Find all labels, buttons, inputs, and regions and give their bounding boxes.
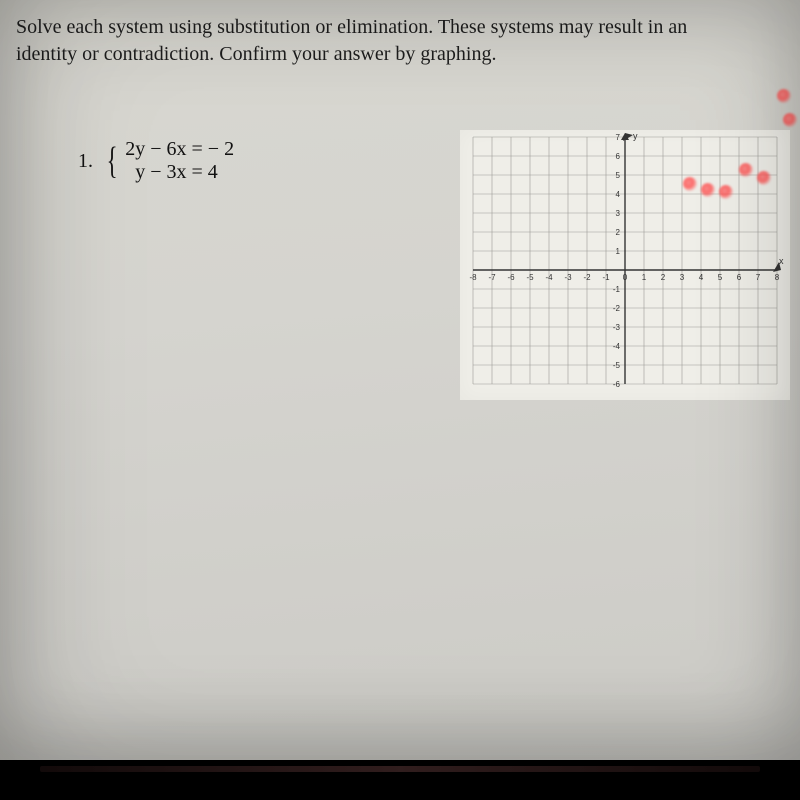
svg-text:-6: -6 xyxy=(613,380,621,389)
svg-text:2: 2 xyxy=(616,228,621,237)
red-dot xyxy=(783,113,797,127)
coordinate-grid: -8-7-6-5-4-3-2-10123456781234567-1-2-3-4… xyxy=(460,130,790,400)
svg-text:0: 0 xyxy=(623,273,628,282)
svg-text:6: 6 xyxy=(737,273,742,282)
svg-text:-8: -8 xyxy=(469,273,477,282)
svg-text:1: 1 xyxy=(642,273,647,282)
svg-text:-4: -4 xyxy=(613,342,621,351)
svg-text:-1: -1 xyxy=(602,273,610,282)
svg-text:-4: -4 xyxy=(545,273,553,282)
svg-text:-2: -2 xyxy=(613,304,621,313)
svg-text:y: y xyxy=(633,131,638,141)
problem-1: 1. { 2y − 6x = − 2 y − 3x = 4 xyxy=(78,138,234,184)
laptop-edge-highlight xyxy=(40,766,760,772)
red-dot xyxy=(777,89,791,103)
svg-text:-5: -5 xyxy=(526,273,534,282)
svg-text:-1: -1 xyxy=(613,285,621,294)
equation-2: y − 3x = 4 xyxy=(125,161,234,184)
svg-text:8: 8 xyxy=(775,273,780,282)
grid-svg: -8-7-6-5-4-3-2-10123456781234567-1-2-3-4… xyxy=(460,130,790,400)
svg-text:-6: -6 xyxy=(507,273,515,282)
svg-text:4: 4 xyxy=(616,190,621,199)
instruction-line2: identity or contradiction. Confirm your … xyxy=(16,43,496,65)
worksheet-page: Solve each system using substitution or … xyxy=(0,0,800,760)
laptop-bottom-bar xyxy=(0,760,800,800)
svg-text:6: 6 xyxy=(616,152,621,161)
svg-text:1: 1 xyxy=(616,247,621,256)
svg-text:7: 7 xyxy=(616,133,621,142)
svg-text:-3: -3 xyxy=(613,323,621,332)
svg-text:-5: -5 xyxy=(613,361,621,370)
svg-text:-3: -3 xyxy=(564,273,572,282)
equation-system: 2y − 6x = − 2 y − 3x = 4 xyxy=(125,138,234,184)
problem-number: 1. xyxy=(78,150,93,173)
svg-text:-2: -2 xyxy=(583,273,591,282)
svg-text:3: 3 xyxy=(616,209,621,218)
svg-text:5: 5 xyxy=(616,171,621,180)
instruction-line1: Solve each system using substitution or … xyxy=(16,16,687,38)
svg-text:x: x xyxy=(779,256,784,266)
svg-text:5: 5 xyxy=(718,273,723,282)
svg-text:7: 7 xyxy=(756,273,761,282)
system-brace: { xyxy=(107,144,118,178)
equation-1: 2y − 6x = − 2 xyxy=(125,138,234,161)
svg-text:4: 4 xyxy=(699,273,704,282)
svg-text:3: 3 xyxy=(680,273,685,282)
svg-text:-7: -7 xyxy=(488,273,496,282)
svg-text:2: 2 xyxy=(661,273,666,282)
instruction-text: Solve each system using substitution or … xyxy=(16,14,780,68)
